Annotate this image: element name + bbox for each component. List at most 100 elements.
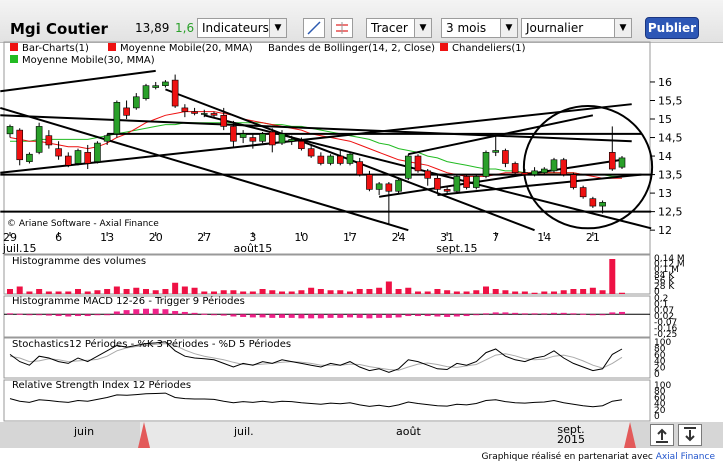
x-axis-tick-label: 3 xyxy=(249,231,256,244)
volume-bar xyxy=(65,291,72,294)
footer-text: Graphique réalisé en partenariat avec xyxy=(481,452,653,462)
export-button[interactable] xyxy=(650,424,674,446)
macd-panel: 0,20,10,070,02-0,07-0,16-0,25 xyxy=(3,294,678,340)
volume-bar xyxy=(259,289,266,294)
macd-bar xyxy=(570,313,577,315)
macd-bar xyxy=(531,313,538,315)
candle-body xyxy=(220,115,228,127)
tracer-dropdown[interactable]: Tracer ▼ xyxy=(366,18,432,38)
legend-swatch xyxy=(108,43,116,51)
stock-price: 13,89 xyxy=(135,21,170,35)
diagonal-line-icon xyxy=(307,21,321,35)
interval-value: Journalier xyxy=(526,21,584,35)
volume-bar xyxy=(143,289,149,294)
volume-bar xyxy=(7,289,13,294)
macd-axis-label: -0,16 xyxy=(654,324,678,334)
macd-bar xyxy=(36,314,43,316)
volume-bar xyxy=(249,291,256,294)
macd-bar xyxy=(123,310,130,315)
macd-bar xyxy=(366,314,373,319)
period-select[interactable]: 3 mois ▼ xyxy=(441,18,518,38)
legend-swatch xyxy=(440,43,448,51)
macd-bar xyxy=(65,314,72,317)
candle-body xyxy=(317,155,325,164)
volume-bar xyxy=(152,290,159,294)
candle-body xyxy=(570,174,577,188)
volume-bar xyxy=(288,291,295,294)
period-value: 3 mois xyxy=(446,21,487,35)
candle-body xyxy=(560,159,568,175)
macd-bar xyxy=(395,314,402,318)
volume-bar xyxy=(463,291,470,294)
candle-body xyxy=(142,85,150,99)
candle-body xyxy=(200,113,208,115)
volume-bar xyxy=(473,290,480,294)
macd-bar xyxy=(609,312,616,315)
volume-axis-label: 0,1 M xyxy=(654,265,679,275)
chevron-down-icon: ▼ xyxy=(269,19,286,37)
volume-bar xyxy=(181,286,188,294)
legend-item: Moyenne Mobile(20, MMA) xyxy=(108,43,253,55)
macd-panel-frame xyxy=(3,295,651,338)
tracer-label: Tracer xyxy=(371,21,408,35)
stochastic-axis-label: 80 xyxy=(654,344,666,354)
macd-bar xyxy=(385,314,392,318)
publish-button[interactable]: Publier xyxy=(645,17,699,39)
x-axis-month-label: juil.15 xyxy=(2,242,37,255)
candle-body xyxy=(443,189,451,192)
upload-icon xyxy=(656,428,668,443)
draw-line-button[interactable] xyxy=(303,18,325,38)
volume-bar xyxy=(347,291,353,294)
macd-bar xyxy=(502,312,509,315)
macd-bar xyxy=(463,314,470,317)
volume-bar xyxy=(317,289,324,294)
navigator-left-handle-icon[interactable] xyxy=(138,422,150,448)
candle-body xyxy=(55,148,62,157)
rsi-panel-frame xyxy=(3,379,651,422)
navigator-right-handle-icon[interactable] xyxy=(624,422,636,448)
macd-bar xyxy=(162,309,169,315)
horizontal-line-button[interactable] xyxy=(331,18,353,38)
candle-body xyxy=(395,179,402,192)
macd-bar xyxy=(26,314,33,316)
volume-bar xyxy=(551,291,557,294)
volume-bar xyxy=(94,290,101,294)
volume-bar xyxy=(580,289,587,294)
volume-bar xyxy=(395,289,402,294)
macd-bar xyxy=(104,314,111,316)
interval-select[interactable]: Journalier ▼ xyxy=(521,18,632,38)
macd-axis-label: 0,02 xyxy=(654,312,674,322)
macd-bar xyxy=(7,313,13,315)
macd-bar xyxy=(415,314,421,317)
volume-axis-label: 56 K xyxy=(654,276,675,286)
macd-bar xyxy=(288,314,295,318)
candle-body xyxy=(123,107,130,116)
chevron-down-icon: ▼ xyxy=(500,19,517,37)
volume-bar xyxy=(356,289,363,294)
axial-finance-link[interactable]: Axial Finance xyxy=(655,452,715,462)
candle-body xyxy=(181,107,189,112)
volume-bar xyxy=(385,281,392,294)
volume-bar xyxy=(483,286,489,294)
candle-body xyxy=(152,85,160,88)
candle-body xyxy=(424,170,432,179)
candle-body xyxy=(521,172,529,175)
chevron-down-icon: ▼ xyxy=(414,19,431,37)
rsi-line xyxy=(9,392,623,408)
candle-body xyxy=(608,152,616,170)
macd-bar xyxy=(84,314,91,317)
candle-body xyxy=(589,198,597,207)
x-axis-tick-label: 13 xyxy=(100,231,114,244)
macd-bar xyxy=(337,314,344,318)
download-button[interactable] xyxy=(678,424,702,446)
macd-bar xyxy=(133,309,140,315)
navigator-bar[interactable] xyxy=(0,422,723,448)
navigator-window[interactable] xyxy=(140,422,630,448)
volume-bar xyxy=(560,290,567,294)
candle-body xyxy=(132,96,140,109)
indicators-dropdown[interactable]: Indicateurs ▼ xyxy=(197,18,287,38)
macd-bar xyxy=(347,314,353,318)
volume-bar xyxy=(113,286,120,294)
macd-bar xyxy=(551,312,557,315)
